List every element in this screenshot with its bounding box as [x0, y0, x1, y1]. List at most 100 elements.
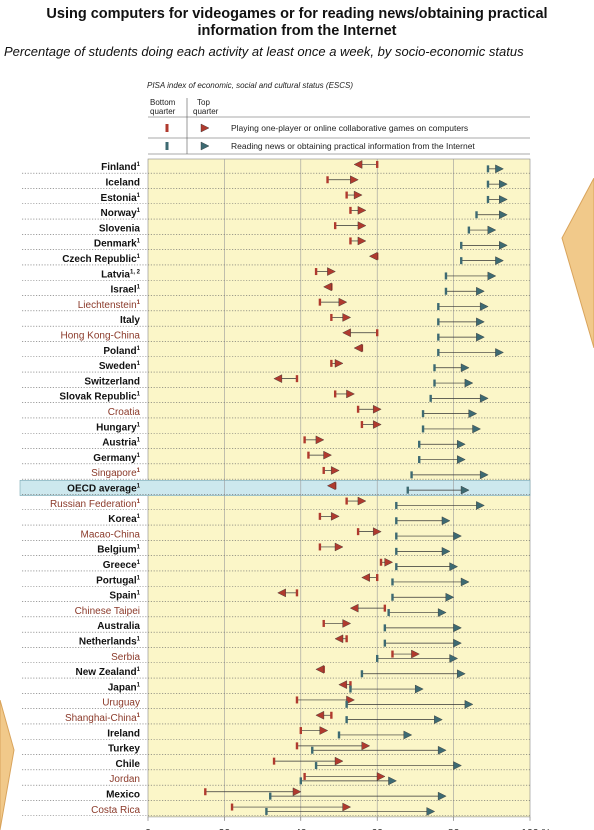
- country-label: Russian Federation1: [50, 499, 141, 510]
- games-bottom-quarter-marker: [391, 650, 394, 658]
- news-top-quarter-marker: [449, 562, 459, 571]
- country-name: Macao-China: [81, 529, 141, 540]
- country-footnote: 1: [137, 682, 141, 688]
- games-top-quarter-marker: [373, 420, 382, 429]
- news-bottom-quarter-marker: [467, 226, 471, 234]
- country-footnote: 1: [137, 591, 141, 597]
- country-name: Hong Kong-China: [61, 330, 141, 341]
- news-top-quarter-marker: [499, 195, 508, 204]
- games-bottom-quarter-marker: [272, 757, 276, 765]
- country-label: Liechtenstein1: [78, 300, 141, 311]
- games-top-quarter-marker: [373, 527, 382, 536]
- games-bottom-quarter-marker: [376, 160, 379, 168]
- country-name: Norway: [101, 208, 138, 219]
- news-top-quarter-marker: [464, 378, 474, 388]
- games-top-quarter-marker: [346, 389, 355, 399]
- country-label: Sweden1: [99, 361, 141, 372]
- news-top-quarter-marker: [479, 470, 489, 480]
- news-bottom-quarter-marker: [395, 547, 398, 555]
- games-bottom-quarter-marker: [295, 696, 299, 704]
- games-top-quarter-marker: [353, 343, 363, 353]
- games-top-quarter-marker: [334, 359, 344, 368]
- games-top-quarter-marker: [319, 726, 329, 735]
- news-bottom-quarter-marker: [345, 716, 348, 724]
- country-label: Japan1: [108, 682, 141, 693]
- games-bottom-quarter-marker: [383, 604, 387, 612]
- games-bottom-quarter-marker: [303, 436, 306, 444]
- legend-games-label: Playing one-player or online collaborati…: [231, 123, 468, 133]
- games-top-quarter-marker: [353, 190, 363, 200]
- news-top-quarter-marker: [460, 485, 470, 495]
- games-top-quarter-marker: [326, 481, 336, 491]
- legend-news-bottom-marker: [165, 142, 169, 150]
- country-name: Sweden: [99, 361, 137, 372]
- news-bottom-quarter-marker: [349, 685, 352, 693]
- country-label: Mexico: [106, 789, 140, 800]
- news-bottom-quarter-marker: [433, 379, 436, 387]
- country-footnote: 1: [137, 422, 141, 428]
- games-bottom-quarter-marker: [345, 497, 348, 505]
- country-name: Greece: [103, 560, 137, 571]
- games-top-quarter-marker: [357, 236, 367, 246]
- news-bottom-quarter-marker: [299, 777, 302, 785]
- news-bottom-quarter-marker: [486, 195, 490, 203]
- news-top-quarter-marker: [495, 164, 504, 174]
- x-tick-label: 40: [295, 827, 307, 830]
- country-label: OECD average1: [67, 483, 140, 494]
- legend-index-label: PISA index of economic, social and cultu…: [147, 81, 353, 90]
- games-bottom-quarter-marker: [349, 237, 352, 245]
- country-name: Germany: [93, 453, 137, 464]
- news-top-quarter-marker: [437, 791, 447, 801]
- games-top-quarter-marker: [315, 665, 325, 674]
- country-name: Portugal: [96, 575, 137, 586]
- news-top-quarter-marker: [453, 531, 462, 541]
- country-label: Greece1: [103, 560, 141, 571]
- country-name: Czech Republic: [62, 254, 137, 265]
- legend-top-label: Top: [197, 98, 210, 107]
- games-top-quarter-marker: [338, 297, 348, 307]
- games-bottom-quarter-marker: [295, 375, 299, 383]
- games-top-quarter-marker: [342, 802, 352, 812]
- country-name: Slovenia: [99, 223, 141, 234]
- news-top-quarter-marker: [468, 409, 478, 418]
- games-bottom-quarter-marker: [322, 466, 325, 474]
- news-bottom-quarter-marker: [460, 257, 463, 265]
- country-name: Korea: [108, 514, 137, 525]
- games-top-quarter-marker: [384, 557, 394, 567]
- country-label: Poland1: [103, 346, 140, 357]
- news-top-quarter-marker: [445, 592, 455, 602]
- country-label: Uruguay: [102, 698, 140, 709]
- news-bottom-quarter-marker: [406, 486, 409, 494]
- country-footnote: 1: [137, 575, 141, 581]
- games-top-quarter-marker: [411, 649, 420, 659]
- games-top-quarter-marker: [323, 282, 332, 292]
- news-bottom-quarter-marker: [269, 792, 272, 800]
- news-top-quarter-marker: [457, 669, 466, 679]
- news-bottom-quarter-marker: [437, 318, 440, 326]
- country-label: Finland1: [101, 162, 141, 173]
- news-top-quarter-marker: [476, 332, 485, 342]
- country-name: Netherlands: [79, 636, 137, 647]
- games-top-quarter-marker: [342, 313, 352, 322]
- oecd-average-band: [19, 479, 531, 496]
- games-top-quarter-marker: [334, 756, 344, 766]
- games-top-quarter-marker: [323, 450, 332, 460]
- country-footnote: 1: [137, 667, 141, 673]
- news-top-quarter-marker: [479, 394, 489, 403]
- country-label: Germany1: [93, 453, 140, 464]
- country-footnote: 1: [137, 468, 141, 474]
- games-bottom-quarter-marker: [345, 635, 348, 643]
- country-label: Hong Kong-China: [61, 330, 141, 341]
- news-top-quarter-marker: [487, 225, 497, 235]
- news-bottom-quarter-marker: [475, 211, 478, 219]
- country-label: Italy: [120, 315, 140, 326]
- news-top-quarter-marker: [449, 654, 459, 663]
- games-bottom-quarter-marker: [333, 390, 337, 398]
- country-footnote: 1: [137, 239, 141, 245]
- games-top-quarter-marker: [349, 603, 359, 613]
- games-top-quarter-marker: [368, 251, 378, 261]
- country-label: Jordan: [109, 774, 140, 785]
- country-label: Hungary1: [96, 422, 141, 433]
- games-top-quarter-marker: [277, 588, 286, 598]
- page-curl-decoration-right: [561, 178, 594, 348]
